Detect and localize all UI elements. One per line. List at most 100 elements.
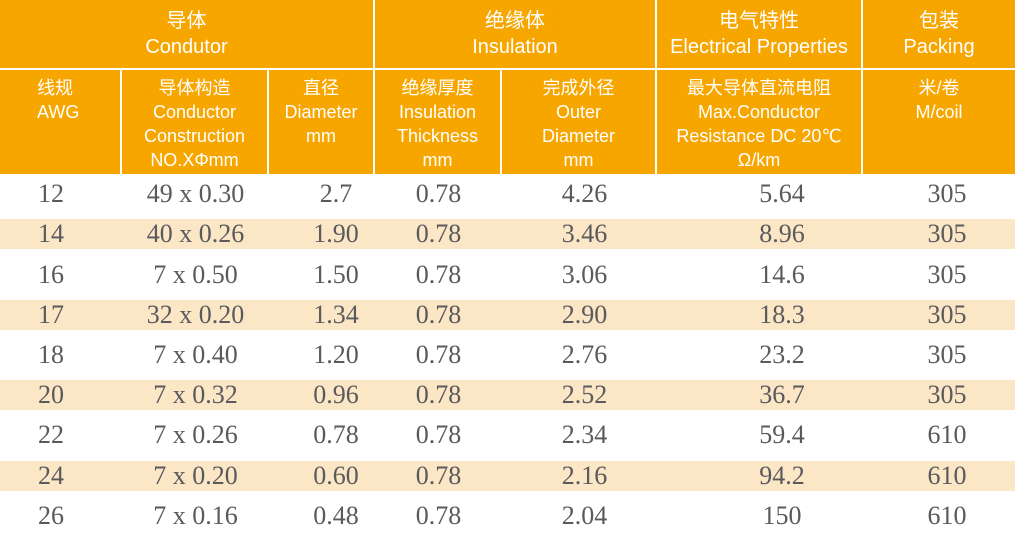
- cell-m-per-coil: 610: [927, 460, 967, 490]
- table-row-awg-14: 14 40 x 0.26 1.90 0.78 3.46 8.96 305: [0, 214, 1015, 255]
- cell-awg: 18: [38, 339, 64, 369]
- table-row-awg-12: 12 49 x 0.30 2.7 0.78 4.26 5.64 305: [0, 174, 1015, 215]
- group-header-electrical-properties-en: Electrical Properties: [670, 36, 848, 58]
- cell-conductor-construction: 7 x 0.20: [153, 460, 238, 490]
- column-header-line: 绝缘厚度: [401, 78, 474, 98]
- cell-diameter: 1.50: [313, 259, 359, 289]
- table-body: 12 49 x 0.30 2.7 0.78 4.26 5.64 305 14 40 x 0.26…: [0, 174, 1015, 536]
- column-header-line: Diameter: [541, 126, 616, 146]
- cell-insulation-thickness: 0.78: [415, 380, 462, 410]
- column-header-line: Diameter: [284, 102, 358, 122]
- group-header-electrical-properties-zh: 电气特性: [719, 10, 799, 32]
- cell-insulation-thickness: 0.78: [415, 420, 462, 450]
- column-header-line: mm: [422, 150, 453, 170]
- cell-conductor-construction: 7 x 0.16: [153, 500, 238, 530]
- column-header-m-per-coil: 米/卷 M/coil: [863, 70, 1015, 174]
- cell-outer-diameter: 4.26: [561, 179, 608, 209]
- cell-outer-diameter: 2.90: [561, 299, 608, 329]
- cell-diameter: 0.96: [313, 380, 359, 410]
- cell-insulation-thickness: 0.78: [415, 219, 462, 249]
- column-header-line: AWG: [37, 102, 80, 122]
- cell-diameter: 1.20: [313, 339, 359, 369]
- table-row-awg-18: 18 7 x 0.40 1.20 0.78 2.76 23.2 305: [0, 334, 1015, 376]
- cell-m-per-coil: 305: [927, 259, 967, 289]
- group-header-conductor-zh: 导体: [166, 10, 207, 32]
- table-row-awg-20: 20 7 x 0.32 0.96 0.78 2.52 36.7 305: [0, 375, 1015, 416]
- cell-conductor-construction: 40 x 0.26: [146, 219, 245, 249]
- cell-insulation-thickness: 0.78: [415, 179, 462, 209]
- cell-diameter: 1.34: [313, 299, 359, 329]
- cell-awg: 12: [38, 179, 64, 209]
- cell-max-conductor-resistance: 23.2: [759, 339, 805, 369]
- cell-insulation-thickness: 0.78: [415, 339, 462, 369]
- column-header-line: Thickness: [396, 126, 479, 146]
- column-header-line: Conductor: [152, 102, 237, 122]
- column-header-line: Insulation: [398, 102, 477, 122]
- group-header-packing: 包装 Packing: [863, 0, 1015, 70]
- table-group-header-row: 导体 Condutor 绝缘体 Insulation 电气特性 Electrical Pr…: [0, 0, 1015, 70]
- cell-m-per-coil: 305: [927, 299, 967, 329]
- column-header-line: 线规: [37, 78, 73, 98]
- cell-diameter: 0.78: [313, 420, 359, 450]
- cell-insulation-thickness: 0.78: [415, 259, 462, 289]
- cell-awg: 26: [38, 500, 64, 530]
- cell-awg: 16: [38, 259, 64, 289]
- cell-m-per-coil: 305: [927, 380, 967, 410]
- cell-diameter: 1.90: [313, 219, 359, 249]
- cell-max-conductor-resistance: 8.96: [759, 219, 805, 249]
- cell-m-per-coil: 610: [927, 500, 967, 530]
- group-header-insulation: 绝缘体 Insulation: [375, 0, 657, 70]
- column-header-line: Resistance DC 20℃: [676, 126, 842, 146]
- column-header-line: mm: [306, 126, 336, 146]
- column-header-line: 完成外径: [542, 78, 615, 98]
- column-header-line: Ω/km: [737, 150, 781, 170]
- cell-max-conductor-resistance: 5.64: [759, 179, 805, 209]
- cell-conductor-construction: 7 x 0.50: [153, 259, 238, 289]
- cell-max-conductor-resistance: 36.7: [759, 380, 805, 410]
- cell-conductor-construction: 7 x 0.40: [153, 339, 238, 369]
- cell-conductor-construction: 7 x 0.26: [153, 420, 238, 450]
- cell-diameter: 0.48: [313, 500, 359, 530]
- column-header-line: NO.XΦmm: [150, 150, 239, 170]
- table-column-header-row: 线规 AWG 导体构造 Conductor Construction NO.XΦmm 直径 D…: [0, 70, 1015, 174]
- cell-outer-diameter: 2.16: [561, 460, 608, 490]
- cell-max-conductor-resistance: 18.3: [759, 299, 805, 329]
- column-header-line: 直径: [303, 78, 339, 98]
- table-row-awg-26: 26 7 x 0.16 0.48 0.78 2.04 150 610: [0, 495, 1015, 536]
- table-row-awg-22: 22 7 x 0.26 0.78 0.78 2.34 59.4 610: [0, 415, 1015, 456]
- group-header-conductor-en: Condutor: [145, 36, 228, 58]
- cell-m-per-coil: 305: [927, 179, 967, 209]
- cell-m-per-coil: 610: [927, 420, 967, 450]
- table-row-awg-16: 16 7 x 0.50 1.50 0.78 3.06 14.6 305: [0, 254, 1015, 295]
- cell-outer-diameter: 2.76: [561, 339, 608, 369]
- group-header-conductor: 导体 Condutor: [0, 0, 375, 70]
- cell-conductor-construction: 49 x 0.30: [146, 179, 245, 209]
- cell-awg: 14: [38, 219, 64, 249]
- cell-max-conductor-resistance: 94.2: [759, 460, 805, 490]
- cell-diameter: 0.60: [313, 460, 359, 490]
- cell-insulation-thickness: 0.78: [415, 460, 462, 490]
- column-header-line: 米/卷: [918, 78, 960, 98]
- column-header-line: Outer: [555, 102, 602, 122]
- cell-conductor-construction: 32 x 0.20: [146, 299, 245, 329]
- cell-awg: 22: [38, 420, 64, 450]
- cell-m-per-coil: 305: [927, 219, 967, 249]
- cell-outer-diameter: 3.06: [561, 259, 608, 289]
- group-header-insulation-en: Insulation: [472, 36, 558, 58]
- cell-outer-diameter: 3.46: [561, 219, 608, 249]
- cell-awg: 17: [38, 299, 64, 329]
- cell-max-conductor-resistance: 14.6: [759, 259, 805, 289]
- cell-m-per-coil: 305: [927, 339, 967, 369]
- cell-max-conductor-resistance: 150: [762, 500, 802, 530]
- table-row-awg-17: 17 32 x 0.20 1.34 0.78 2.90 18.3 305: [0, 294, 1015, 335]
- column-header-line: Construction: [143, 126, 246, 146]
- column-header-awg: 线规 AWG: [0, 70, 122, 174]
- cell-diameter: 2.7: [319, 179, 353, 209]
- column-header-line: 最大导体直流电阻: [687, 78, 831, 98]
- table-row-awg-24: 24 7 x 0.20 0.60 0.78 2.16 94.2 610: [0, 455, 1015, 496]
- cell-awg: 24: [38, 460, 64, 490]
- group-header-packing-en: Packing: [903, 36, 975, 58]
- cell-outer-diameter: 2.34: [561, 420, 608, 450]
- column-header-insulation-thickness: 绝缘厚度 Insulation Thickness mm: [375, 70, 502, 174]
